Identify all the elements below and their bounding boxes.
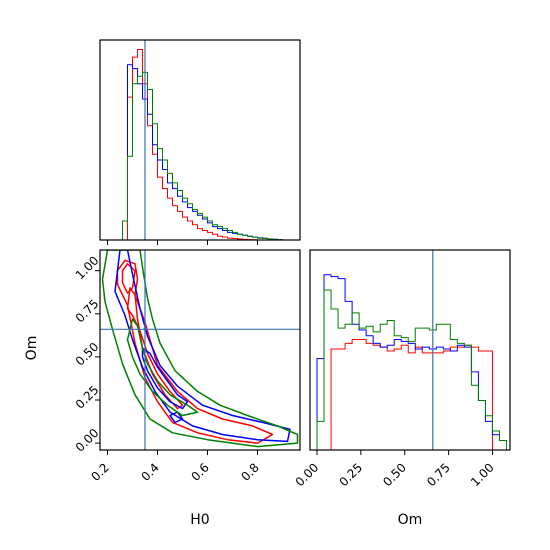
x-axis-label-h0: H0	[190, 512, 209, 528]
om-hist-xtick-label-4: 1.00	[468, 460, 497, 489]
joint-ytick-label-3: 0.75	[73, 297, 102, 326]
contour-series-2-6	[101, 250, 299, 448]
joint-frame	[99, 249, 301, 451]
joint-ytick-label-1: 0.25	[73, 383, 102, 412]
h0-histogram-panel	[99, 39, 301, 245]
contour-series-0-1	[121, 263, 136, 294]
om-hist-xtick-label-0: 0.00	[293, 460, 322, 489]
contour-series-1-5	[169, 411, 184, 424]
contour-series-1-4	[141, 347, 189, 410]
x-axis-label-om: Om	[398, 512, 423, 528]
om-hist-xtick-label-2: 0.50	[380, 460, 409, 489]
joint-ytick-label-4: 1.00	[73, 253, 102, 282]
joint-xtick-label-1: 0.4	[138, 460, 161, 483]
om-hist-xtick-label-3: 0.75	[424, 460, 453, 489]
contour-series-2-7	[126, 318, 199, 417]
joint-ytick-label-0: 0.00	[73, 426, 102, 455]
om-histogram-panel: 0.00 0.25 0.50 0.75 1.00	[293, 249, 511, 489]
joint-xtick-label-3: 0.8	[238, 460, 261, 483]
h0-hist-series-0	[107, 49, 293, 241]
joint-ytick-label-2: 0.50	[73, 340, 102, 369]
joint-xtick-label-2: 0.6	[188, 460, 211, 483]
contour-series-0-2	[126, 287, 184, 410]
joint-xtick-label-0: 0.2	[88, 460, 111, 483]
h0-hist-frame	[99, 39, 301, 241]
h0-hist-series-2	[107, 71, 293, 241]
joint-contours	[101, 250, 299, 448]
om-hist-xtick-label-1: 0.25	[336, 460, 365, 489]
y-axis-label-om: Om	[24, 336, 40, 361]
om-hist-frame	[309, 249, 511, 451]
om-hist-series-1	[316, 274, 507, 450]
om-hist-series-2	[316, 289, 507, 450]
joint-truth-point	[143, 327, 147, 331]
h0-om-contour-panel: 0.2 0.4 0.6 0.8 0.00 0.25 0.50 0.75 1.00	[73, 249, 301, 484]
